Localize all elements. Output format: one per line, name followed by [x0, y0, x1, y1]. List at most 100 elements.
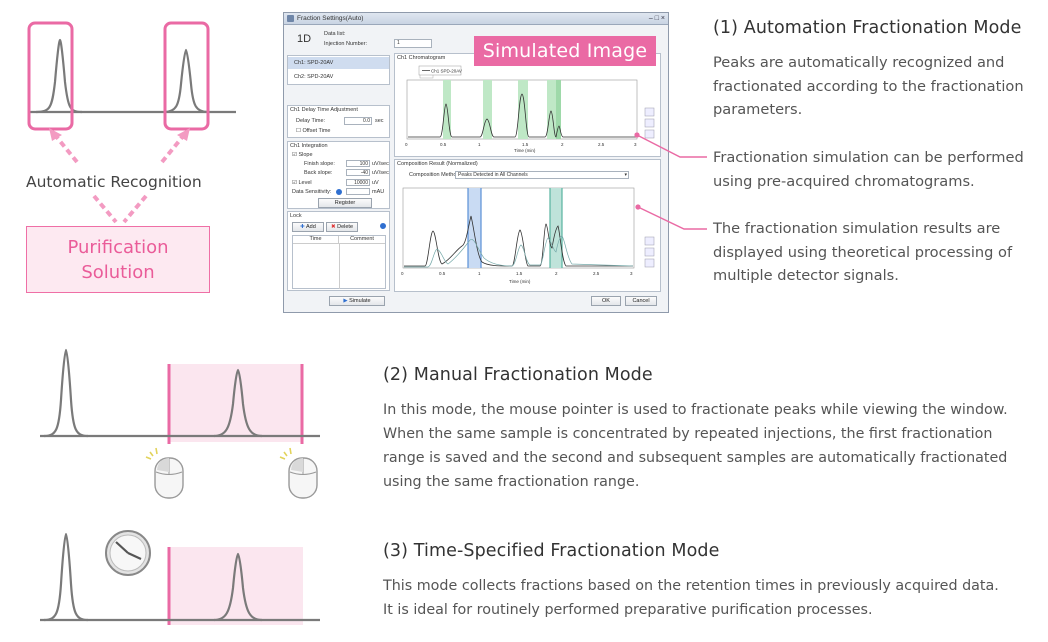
bottom-x-ticks: 0 0.5 1 1.5 2 2.5 3	[401, 271, 633, 276]
sensitivity-label: Data Sensitivity:	[292, 189, 332, 195]
slope-checkbox[interactable]: ☑ Slope	[292, 152, 313, 158]
level-checkbox[interactable]: ☑ Level	[292, 180, 312, 186]
sensitivity-field[interactable]	[346, 188, 370, 195]
window-controls[interactable]: – □ ×	[648, 15, 665, 22]
help-icon[interactable]	[380, 223, 386, 229]
automation-heading: (1) Automation Fractionation Mode	[713, 18, 1022, 38]
peak-2	[213, 368, 263, 438]
svg-text:1.5: 1.5	[516, 271, 523, 276]
time-specified-line-2: It is ideal for routinely performed prep…	[383, 602, 873, 618]
injection-label: Injection Number:	[324, 41, 368, 47]
svg-text:3: 3	[634, 142, 637, 147]
svg-text:0: 0	[405, 142, 408, 147]
manual-description: In this mode, the mouse pointer is used …	[383, 402, 1008, 490]
callout-text-2: The fractionation simulation results are…	[713, 220, 1013, 284]
fraction-band	[547, 80, 557, 139]
top-trace	[408, 93, 636, 138]
purification-line-2: Solution	[81, 261, 155, 283]
injection-number-field[interactable]: 1	[394, 39, 432, 48]
fraction-box-2	[163, 21, 210, 131]
level-field[interactable]: 10000	[346, 179, 370, 186]
dashed-arrow-1	[53, 133, 79, 164]
lock-table: Time Comment	[292, 235, 386, 289]
delay-time-panel: Ch1 Delay Time Adjustment Delay Time: 0.…	[287, 105, 390, 138]
delay-time-unit: sec	[375, 118, 384, 124]
callout-text-1: Fractionation simulation can be performe…	[713, 149, 1024, 190]
svg-text:0.5: 0.5	[439, 271, 446, 276]
app-icon	[287, 15, 294, 22]
zoom-in-icon[interactable]	[644, 107, 655, 117]
integration-panel: Ch1 Integration ☑ Slope Finish slope: 10…	[287, 141, 390, 209]
clock-icon	[105, 530, 151, 576]
svg-text:0: 0	[401, 271, 404, 276]
peak-2	[213, 552, 263, 622]
fraction-band	[483, 80, 492, 139]
window-titlebar: Fraction Settings(Auto) – □ ×	[284, 13, 668, 25]
delete-button[interactable]: ✖ Delete	[326, 222, 358, 232]
ok-button[interactable]: OK	[591, 296, 621, 306]
datalist-label: Data list:	[324, 31, 346, 37]
mode-label: 1D	[297, 33, 312, 45]
bottom-trace-2	[404, 235, 634, 268]
svg-text:1.5: 1.5	[522, 142, 529, 147]
simulate-button[interactable]: ▶ Simulate	[329, 296, 385, 306]
channel-item-1[interactable]: Ch1: SPD-20AV	[288, 57, 389, 69]
zoom-in-icon[interactable]	[644, 236, 655, 246]
automatic-recognition-diagram	[27, 21, 236, 224]
lock-section-title: Lock	[290, 213, 302, 219]
zoom-fit-icon[interactable]	[644, 258, 655, 268]
back-slope-unit: uV/sec	[372, 170, 389, 176]
table-header-comment[interactable]: Comment	[339, 236, 385, 244]
chevron-down-icon: ▾	[624, 172, 627, 178]
callout-lines	[634, 132, 707, 230]
legend-label: Ch1 SPD-20AV	[431, 69, 462, 74]
top-graph: Ch1 SPD-20AV 0 0.5 1 1.5 2 2.5 3 Time (m…	[405, 65, 655, 153]
level-unit: uV	[372, 180, 379, 186]
top-x-ticks: 0 0.5 1 1.5 2 2.5 3	[405, 142, 637, 147]
back-slope-field[interactable]: -40	[346, 169, 370, 176]
time-specified-line-1: This mode collects fractions based on th…	[383, 578, 999, 594]
composition-title: Composition Result (Normalized)	[397, 161, 478, 167]
svg-text:2.5: 2.5	[598, 142, 605, 147]
add-button[interactable]: ✚ Add	[292, 222, 324, 232]
zoom-out-icon[interactable]	[644, 118, 655, 128]
bottom-x-axis-label: Time (min)	[509, 279, 531, 284]
chromatogram-title: Ch1 Chromatogram	[397, 55, 446, 61]
peak-1	[43, 348, 89, 438]
delete-icon: ✖	[330, 224, 336, 230]
svg-text:3: 3	[630, 271, 633, 276]
window-title: Fraction Settings(Auto)	[297, 15, 364, 22]
channel-item-2[interactable]: Ch2: SPD-20AV	[294, 74, 334, 80]
lock-panel: Lock ✚ Add ✖ Delete Time Comment	[287, 211, 390, 291]
table-header-time[interactable]: Time	[293, 236, 339, 244]
back-slope-label: Back slope:	[304, 170, 333, 176]
callout-line-1	[636, 134, 707, 158]
offset-time-checkbox[interactable]: ☐ Offset Time	[296, 128, 331, 134]
svg-text:0.5: 0.5	[440, 142, 447, 147]
sensitivity-unit: mAU	[372, 189, 385, 195]
automatic-recognition-label: Automatic Recognition	[26, 173, 202, 191]
integration-section-title: Ch1 Integration	[290, 143, 328, 149]
peak-1	[43, 532, 89, 622]
time-specified-diagram	[40, 530, 320, 625]
register-button[interactable]: Register	[318, 198, 372, 208]
peak-1	[35, 38, 83, 114]
cancel-button[interactable]: Cancel	[625, 296, 657, 306]
manual-heading: (2) Manual Fractionation Mode	[383, 365, 653, 385]
composition-method-label: Composition Method:	[409, 172, 461, 178]
delay-time-field[interactable]: 0.0	[344, 117, 372, 125]
mouse-icon	[145, 447, 184, 499]
delay-time-label: Delay Time:	[296, 118, 326, 124]
svg-text:2: 2	[555, 271, 558, 276]
finish-slope-field[interactable]: 100	[346, 160, 370, 167]
dashed-arrow-2	[160, 133, 186, 164]
zoom-out-icon[interactable]	[644, 247, 655, 257]
zoom-fit-icon[interactable]	[644, 129, 655, 139]
mouse-icon	[279, 447, 318, 499]
composition-method-select[interactable]: Peaks Detected in All Channels ▾	[455, 171, 629, 179]
delay-section-title: Ch1 Delay Time Adjustment	[290, 107, 358, 113]
peak-2	[163, 48, 209, 114]
automation-description: Peaks are automatically recognized and f…	[713, 54, 1024, 118]
info-icon[interactable]	[336, 189, 342, 195]
svg-text:1: 1	[478, 142, 481, 147]
